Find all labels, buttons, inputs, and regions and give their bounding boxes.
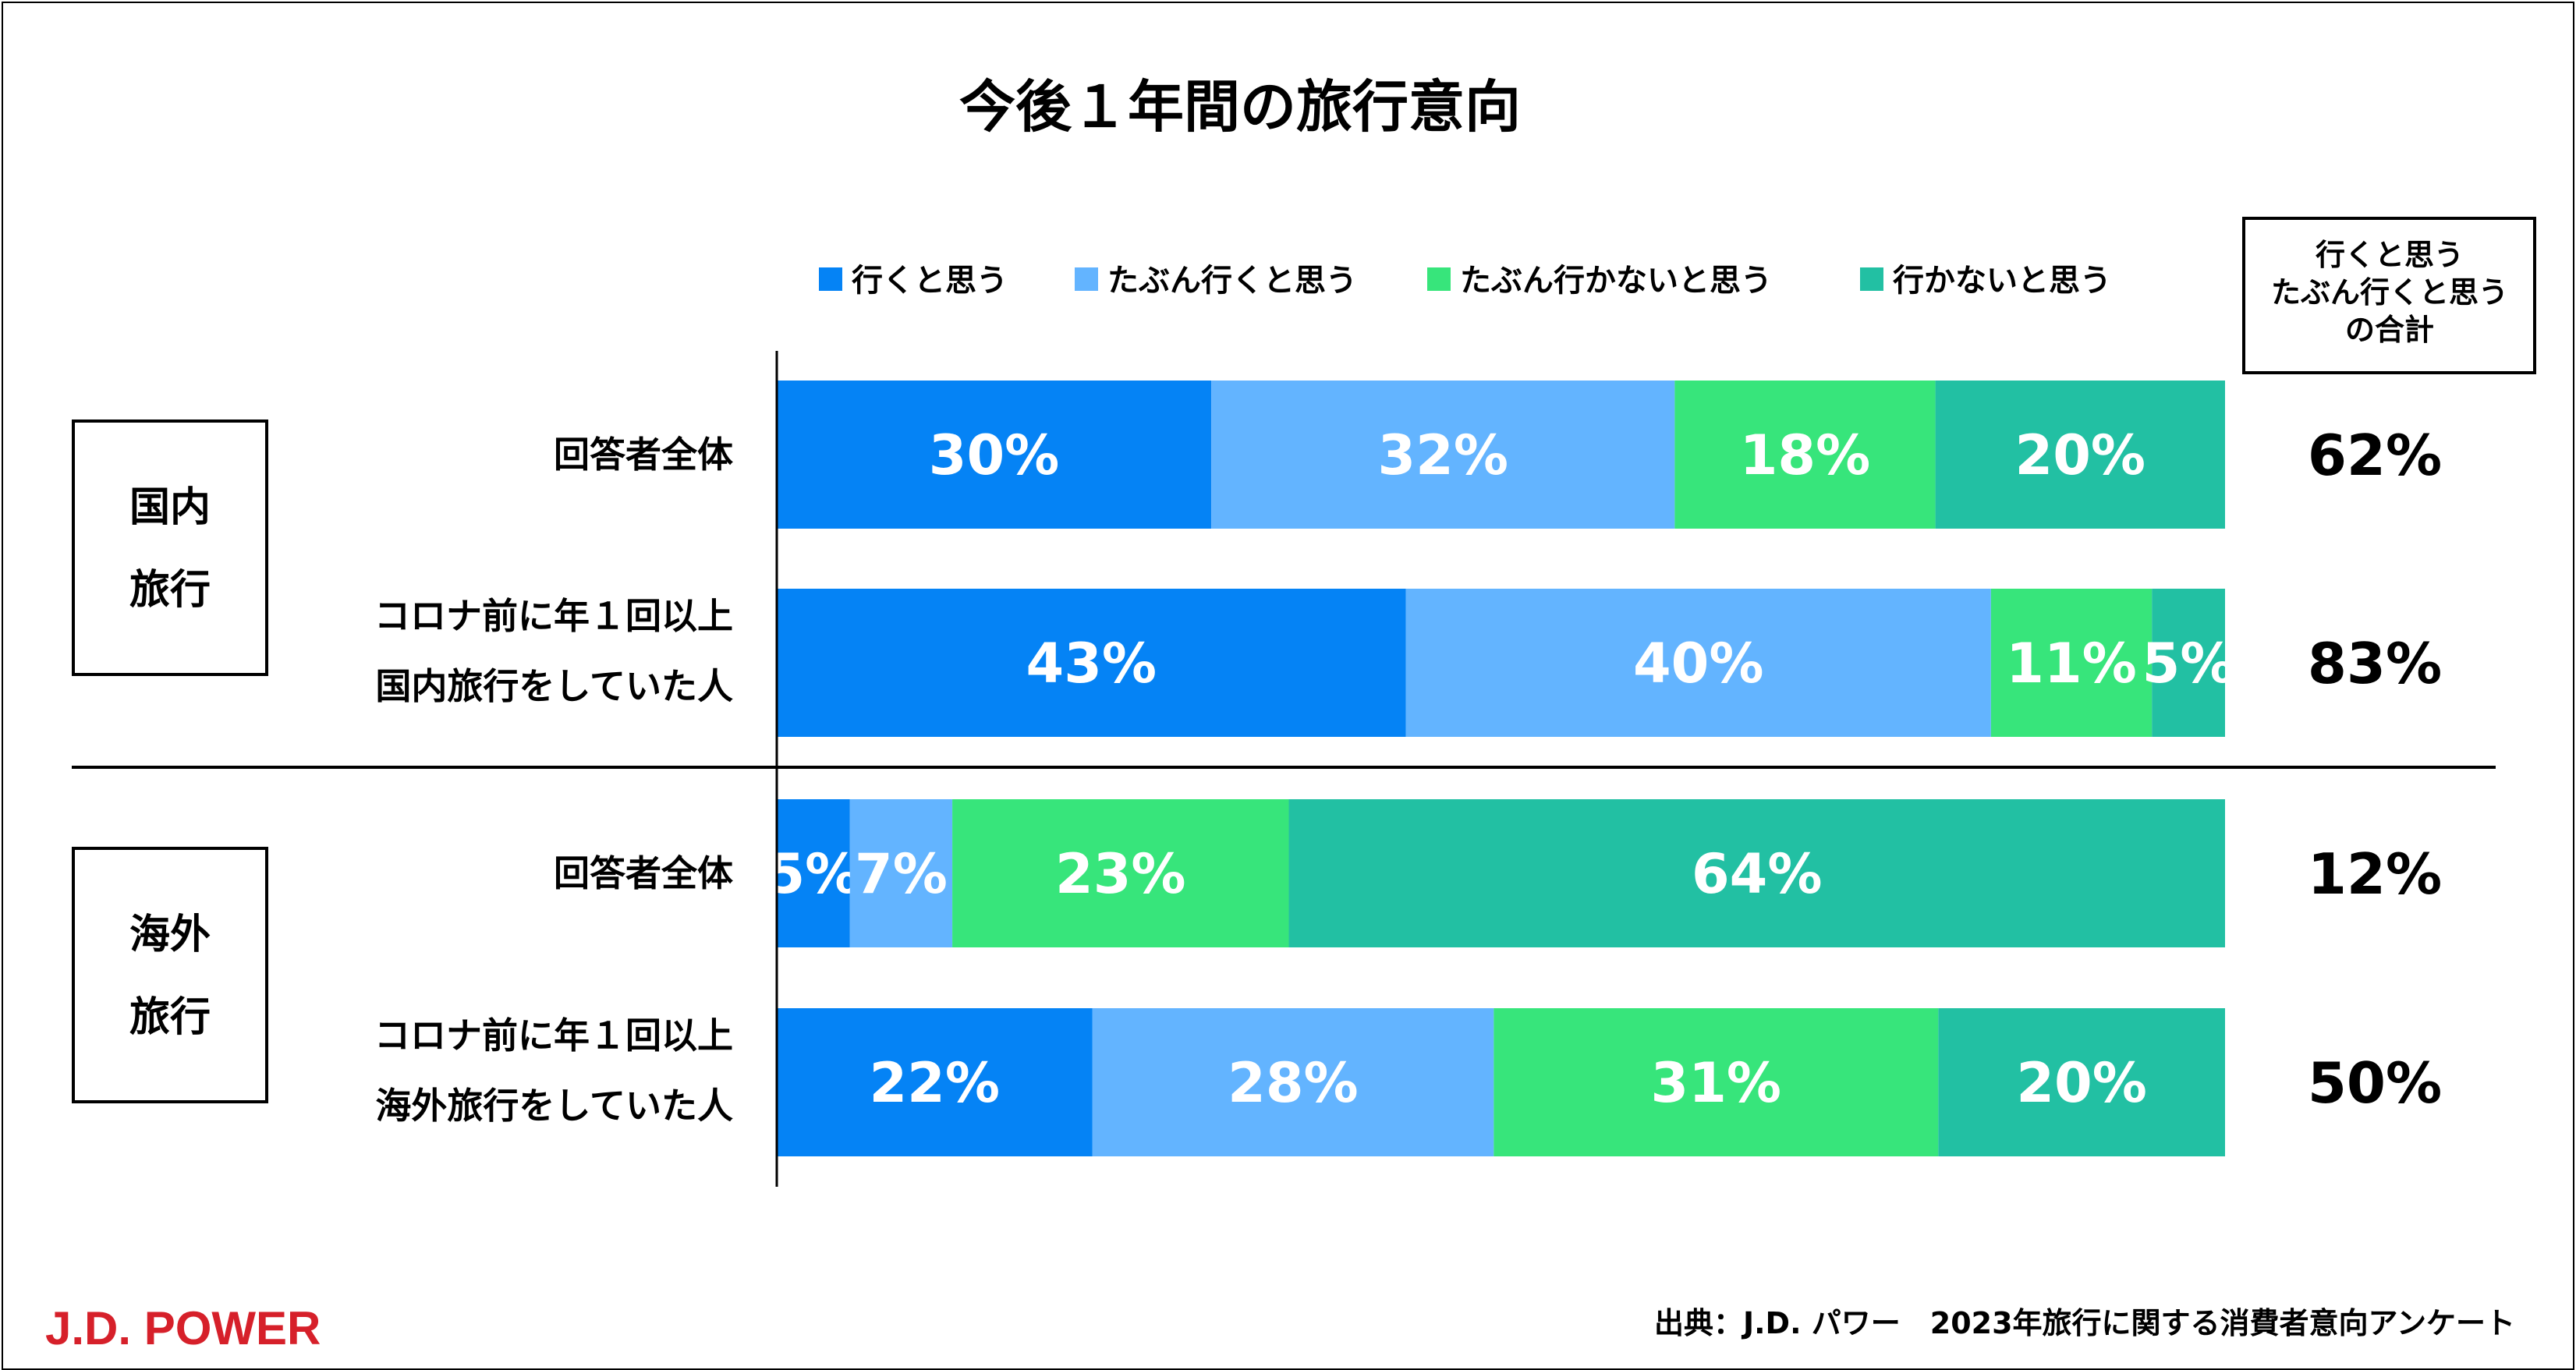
group-label-0-1: 旅行	[129, 567, 211, 614]
total-header-line-1: たぶん行くと思う	[2271, 275, 2508, 310]
bar-value-3-3: 20%	[2016, 1051, 2147, 1115]
bar-segment-2-1	[849, 799, 953, 947]
bar-rows: 30% 32% 18% 20%回答者全体 62%43% 40% 11% 5%コロナ前に年１回以…	[374, 381, 2442, 1156]
bar-segment-1-2	[1990, 589, 2153, 737]
legend-label-3: 行かないと思う	[1893, 263, 2111, 299]
group-label-1-0: 海外	[129, 912, 211, 958]
bar-value-1-2: 11%	[2006, 632, 2137, 696]
bar-value-3-1: 28%	[1228, 1051, 1359, 1115]
bar-value-0-2: 18%	[1740, 423, 1871, 487]
source-note: 出典：J.D. パワー 2023年旅行に関する消費者意向アンケート	[1654, 1306, 2515, 1340]
bar-value-3-2: 31%	[1651, 1051, 1782, 1115]
axes	[72, 351, 2496, 1187]
row-label-0-0: 回答者全体	[554, 434, 733, 476]
bar-value-0-0: 30%	[929, 423, 1060, 487]
bar-segment-0-0	[777, 381, 1212, 529]
group-box-0	[72, 419, 268, 676]
bar-value-1-1: 40%	[1633, 632, 1764, 696]
legend-label-1: たぶん行くと思う	[1107, 263, 1357, 299]
total-header-line-2: の合計	[2345, 313, 2434, 347]
row-label-2-0: 回答者全体	[554, 852, 733, 894]
legend-label-2: たぶん行かないと思う	[1460, 263, 1772, 299]
bar-segment-1-0	[777, 589, 1406, 737]
bar-segment-3-3	[1938, 1008, 2225, 1156]
bar-value-2-3: 64%	[1692, 842, 1823, 906]
bar-segment-0-1	[1211, 381, 1675, 529]
legend: 行くと思う たぶん行くと思う たぶん行かないと思う 行かないと思う	[819, 263, 2111, 299]
bar-value-3-0: 22%	[869, 1051, 1000, 1115]
row-label-1-1: 国内旅行をしていた人	[375, 665, 733, 707]
legend-swatch-3	[1860, 267, 1883, 291]
bar-value-0-1: 32%	[1377, 423, 1508, 487]
bar-segment-1-3	[2152, 589, 2225, 737]
row-total-2: 12%	[2308, 841, 2442, 907]
row-total-0: 62%	[2308, 423, 2442, 488]
bar-value-2-1: 7%	[855, 842, 948, 906]
bar-segment-3-2	[1494, 1008, 1939, 1156]
bar-value-0-3: 20%	[2015, 423, 2146, 487]
bar-value-2-2: 23%	[1055, 842, 1186, 906]
legend-swatch-2	[1427, 267, 1451, 291]
bar-value-2-0: 5%	[767, 842, 859, 906]
bar-segment-2-0	[777, 799, 850, 947]
legend-label-0: 行くと思う	[852, 263, 1008, 299]
bar-value-1-3: 5%	[2142, 632, 2235, 696]
bar-segment-1-1	[1405, 589, 1991, 737]
legend-swatch-1	[1075, 267, 1098, 291]
group-box-1	[72, 847, 268, 1103]
total-header-box	[2242, 217, 2536, 374]
bar-segment-3-1	[1092, 1008, 1494, 1156]
bar-segment-0-3	[1935, 381, 2225, 529]
chart-title: 今後１年間の旅行意向	[959, 74, 1521, 140]
group-label-0-0: 国内	[129, 484, 211, 531]
row-label-1-0: コロナ前に年１回以上	[374, 595, 733, 637]
row-label-3-1: 海外旅行をしていた人	[375, 1085, 733, 1127]
bar-segment-2-3	[1288, 799, 2225, 947]
group-label-1-1: 旅行	[129, 994, 211, 1041]
jd-power-logo: J.D. POWER	[45, 1302, 321, 1354]
bar-segment-0-2	[1674, 381, 1936, 529]
bar-value-1-0: 43%	[1026, 632, 1157, 696]
row-total-3: 50%	[2308, 1050, 2442, 1116]
total-header-line-0: 行くと思う	[2316, 238, 2464, 272]
legend-swatch-0	[819, 267, 842, 291]
row-label-3-0: コロナ前に年１回以上	[374, 1014, 733, 1057]
bar-segment-3-0	[777, 1008, 1093, 1156]
bar-segment-2-2	[952, 799, 1289, 947]
row-total-1: 83%	[2308, 631, 2442, 696]
